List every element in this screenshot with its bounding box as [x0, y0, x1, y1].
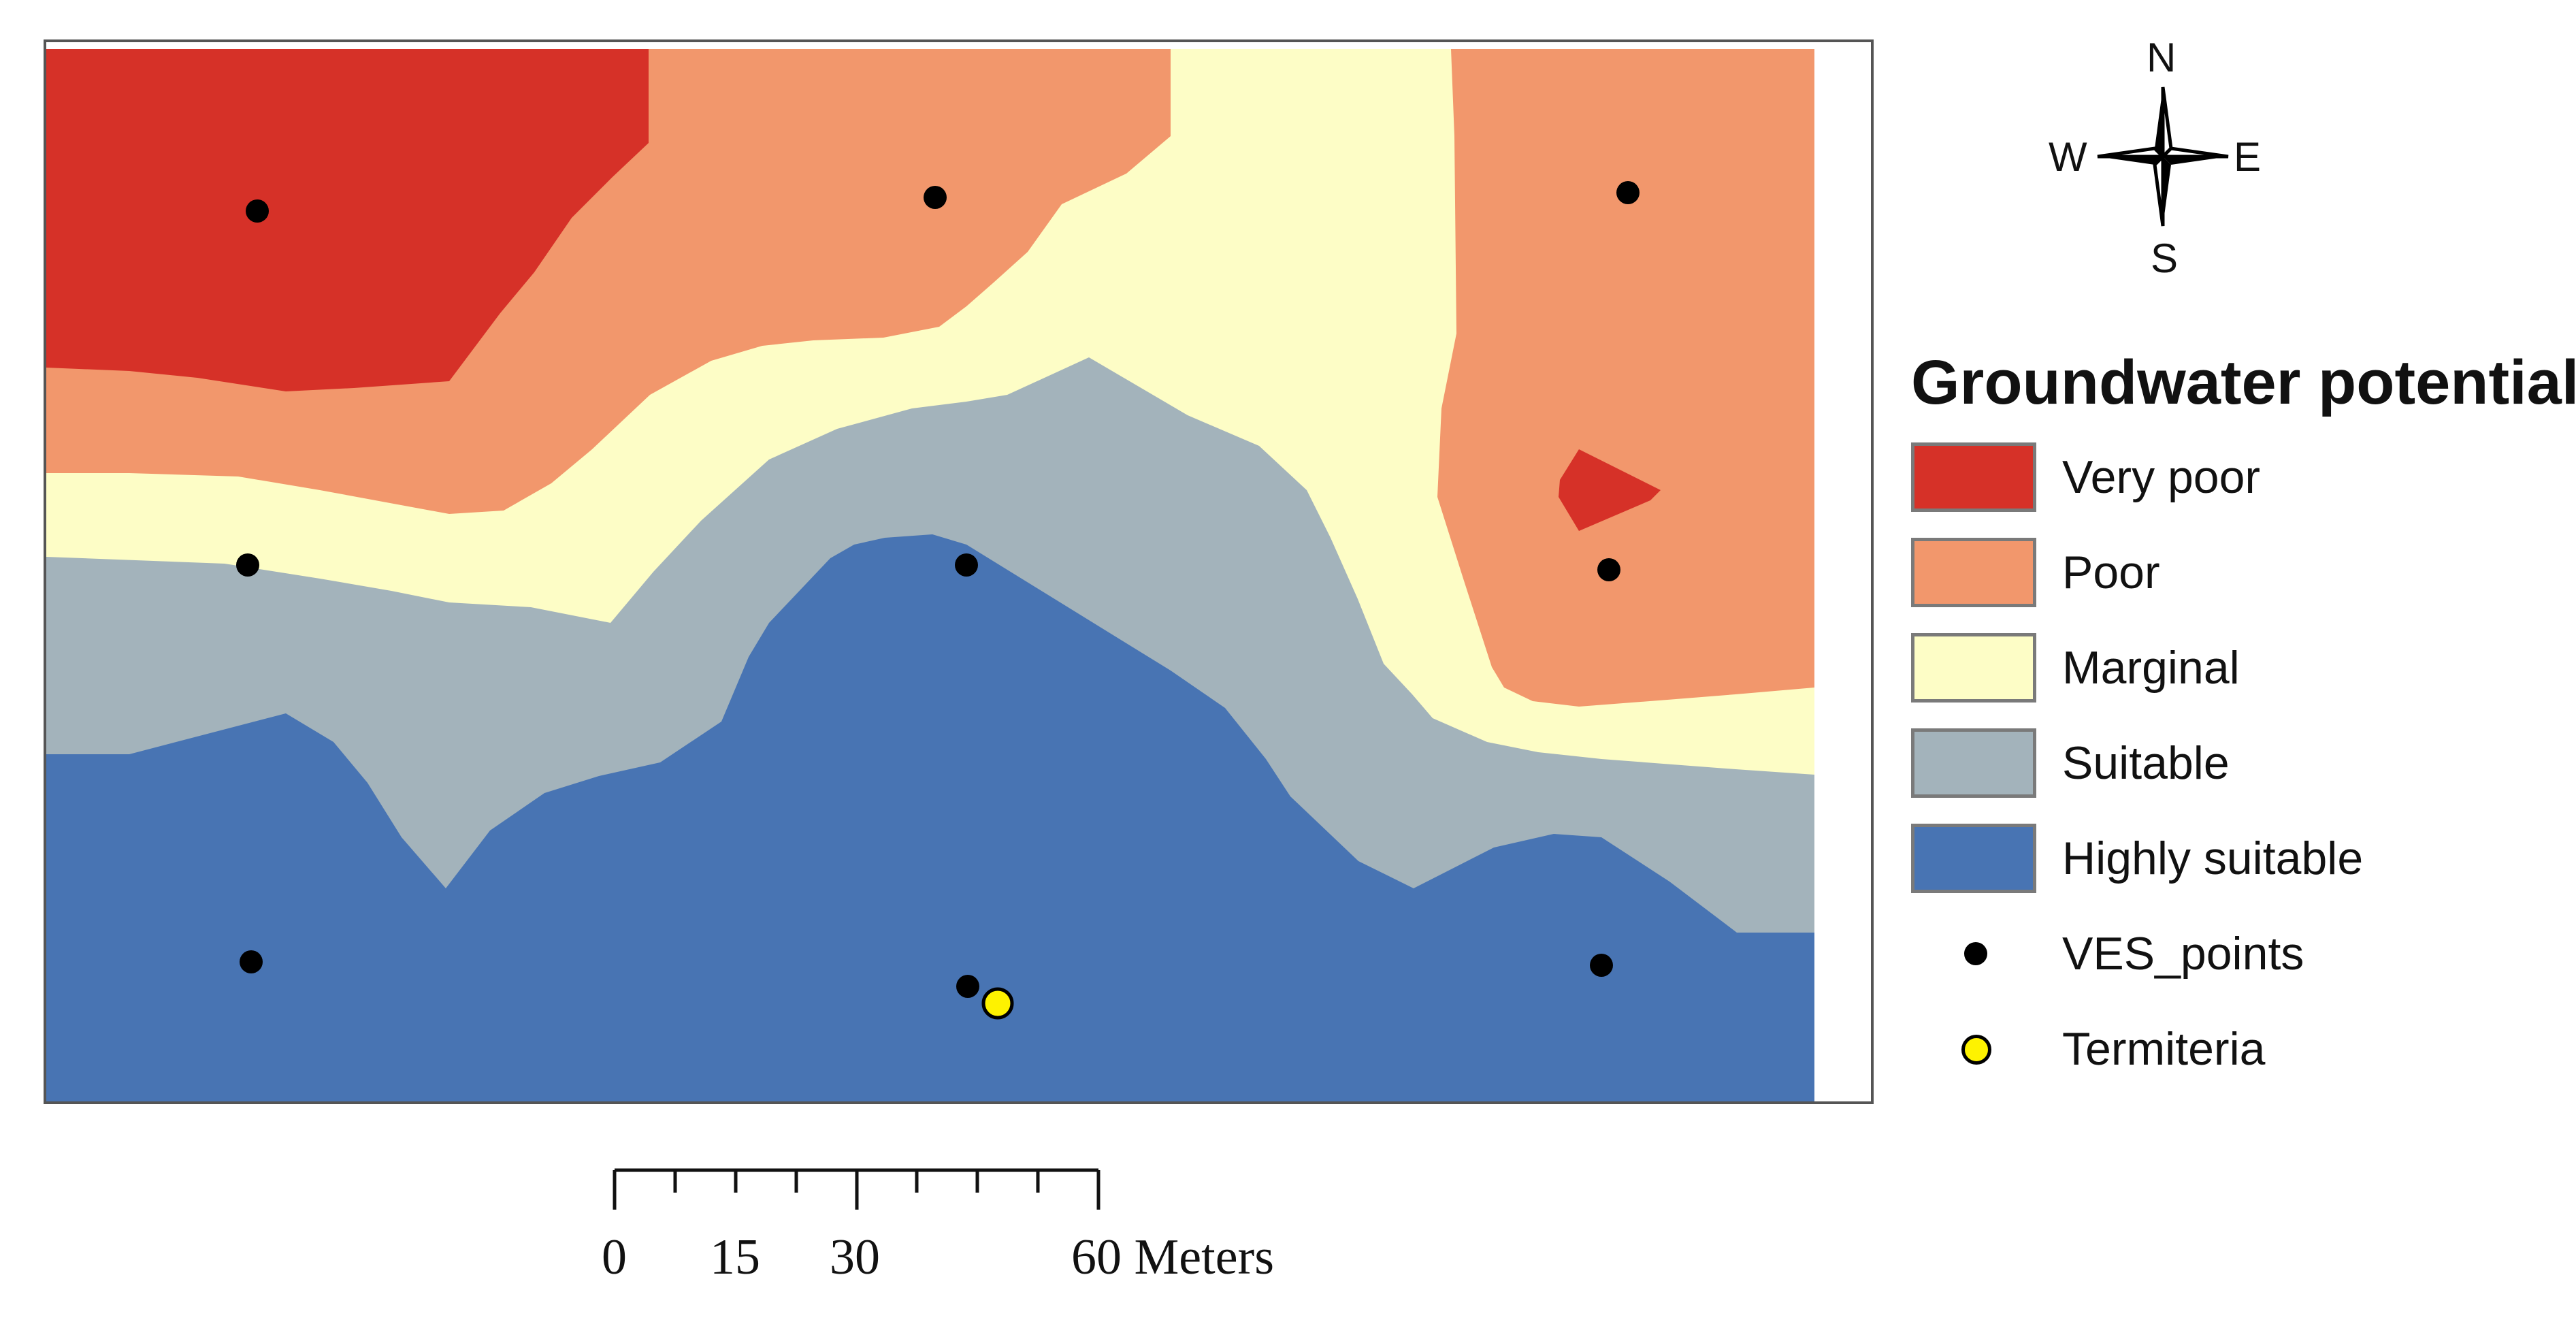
- ves-point: [955, 553, 978, 577]
- legend-swatch: [1911, 538, 2036, 607]
- termiteria-symbol: [1961, 1035, 1991, 1065]
- legend-item-termiteria: Termiteria: [1911, 1014, 2564, 1089]
- legend-swatch: [1911, 728, 2036, 798]
- ves-point: [246, 199, 269, 223]
- compass-west-label: W: [2049, 134, 2087, 180]
- legend-label: Highly suitable: [2062, 833, 2364, 884]
- zone-very-poor-east: [1559, 449, 1661, 531]
- zone-very-poor-west: [46, 49, 649, 391]
- ves-point: [240, 950, 263, 973]
- termiteria-point: [981, 987, 1014, 1020]
- legend-label: Suitable: [2062, 737, 2230, 789]
- ves-point: [1590, 954, 1613, 977]
- legend-swatch: [1911, 824, 2036, 893]
- legend-label: Marginal: [2062, 642, 2240, 694]
- legend-swatch: [1911, 633, 2036, 703]
- legend-item-very-poor: Very poor: [1911, 442, 2564, 517]
- ves-point: [956, 975, 979, 998]
- legend-item-poor: Poor: [1911, 538, 2564, 613]
- legend-label: Termiteria: [2062, 1023, 2266, 1075]
- legend-label: Poor: [2062, 547, 2160, 598]
- ves-point-symbol: [1964, 942, 1987, 965]
- scale-tick-label: 30: [830, 1229, 880, 1285]
- ves-point: [236, 553, 259, 577]
- zone-poor-east: [1437, 49, 1814, 707]
- compass-south-label: S: [2151, 236, 2179, 281]
- scale-tick-label: 15: [710, 1229, 760, 1285]
- legend-label: VES_points: [2062, 928, 2304, 980]
- legend-item-ves-points: VES_points: [1911, 919, 2564, 994]
- scale-tick-label: 0: [602, 1229, 627, 1285]
- legend-item-marginal: Marginal: [1911, 633, 2564, 708]
- scale-bar: [613, 1168, 1100, 1210]
- compass-north-label: N: [2147, 35, 2176, 80]
- ves-point: [1616, 181, 1640, 204]
- north-arrow: [2097, 86, 2229, 227]
- scale-end-label: 60 Meters: [1071, 1229, 1274, 1285]
- compass-east-label: E: [2234, 134, 2262, 180]
- legend-label: Very poor: [2062, 451, 2261, 503]
- legend-title: Groundwater potential: [1911, 348, 2576, 417]
- legend-item-suitable: Suitable: [1911, 728, 2564, 803]
- ves-point: [924, 186, 947, 209]
- legend-item-highly-suitable: Highly suitable: [1911, 824, 2564, 899]
- legend-swatch: [1911, 442, 2036, 512]
- ves-point: [1597, 558, 1620, 581]
- ves-points: [236, 181, 1640, 998]
